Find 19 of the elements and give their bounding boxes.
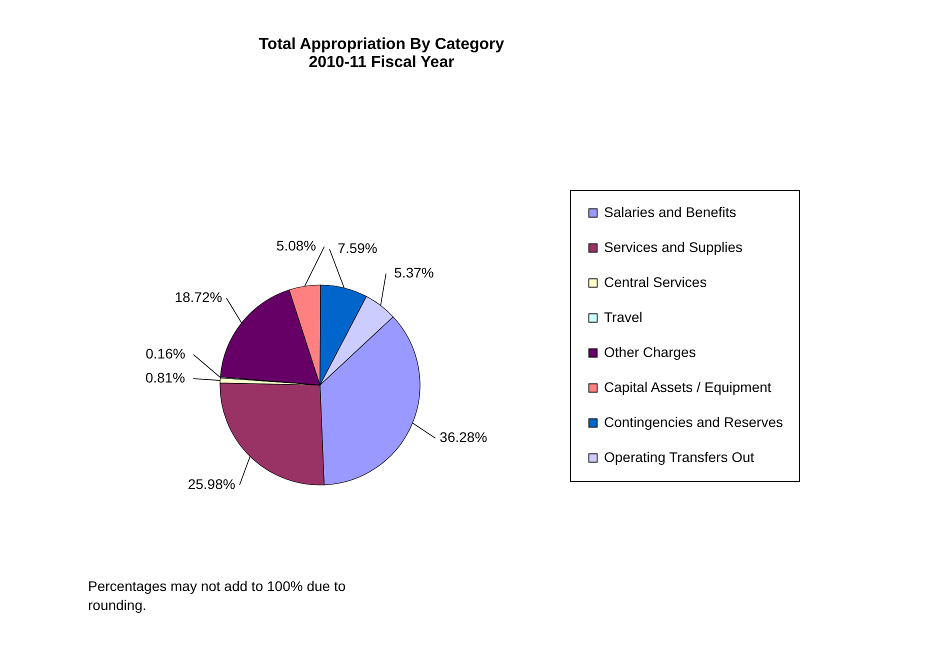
- legend-label: Central Services: [604, 274, 707, 290]
- data-label: 5.37%: [394, 264, 434, 281]
- legend-label: Other Charges: [604, 344, 696, 360]
- legend-label: Contingencies and Reserves: [604, 414, 783, 430]
- legend-label: Services and Supplies: [604, 239, 743, 255]
- chart-title: Total Appropriation By Category: [258, 36, 504, 53]
- legend-label: Capital Assets / Equipment: [604, 379, 772, 395]
- data-label: 18.72%: [174, 289, 222, 306]
- data-label: 36.28%: [440, 429, 488, 446]
- data-label: 0.81%: [145, 370, 186, 386]
- text: Percentages may not add to 100% due to rounding.: [88, 578, 346, 613]
- chart-subtitle: 2010-11 Fiscal Year: [308, 54, 454, 71]
- legend-label: Salaries and Benefits: [604, 204, 736, 220]
- data-label: 7.59%: [338, 240, 378, 256]
- data-label: 5.08%: [276, 238, 316, 254]
- data-label: 0.16%: [146, 346, 186, 362]
- data-label: 25.98%: [188, 476, 236, 492]
- legend-label: Operating Transfers Out: [604, 449, 754, 465]
- legend-label: Travel: [604, 309, 642, 325]
